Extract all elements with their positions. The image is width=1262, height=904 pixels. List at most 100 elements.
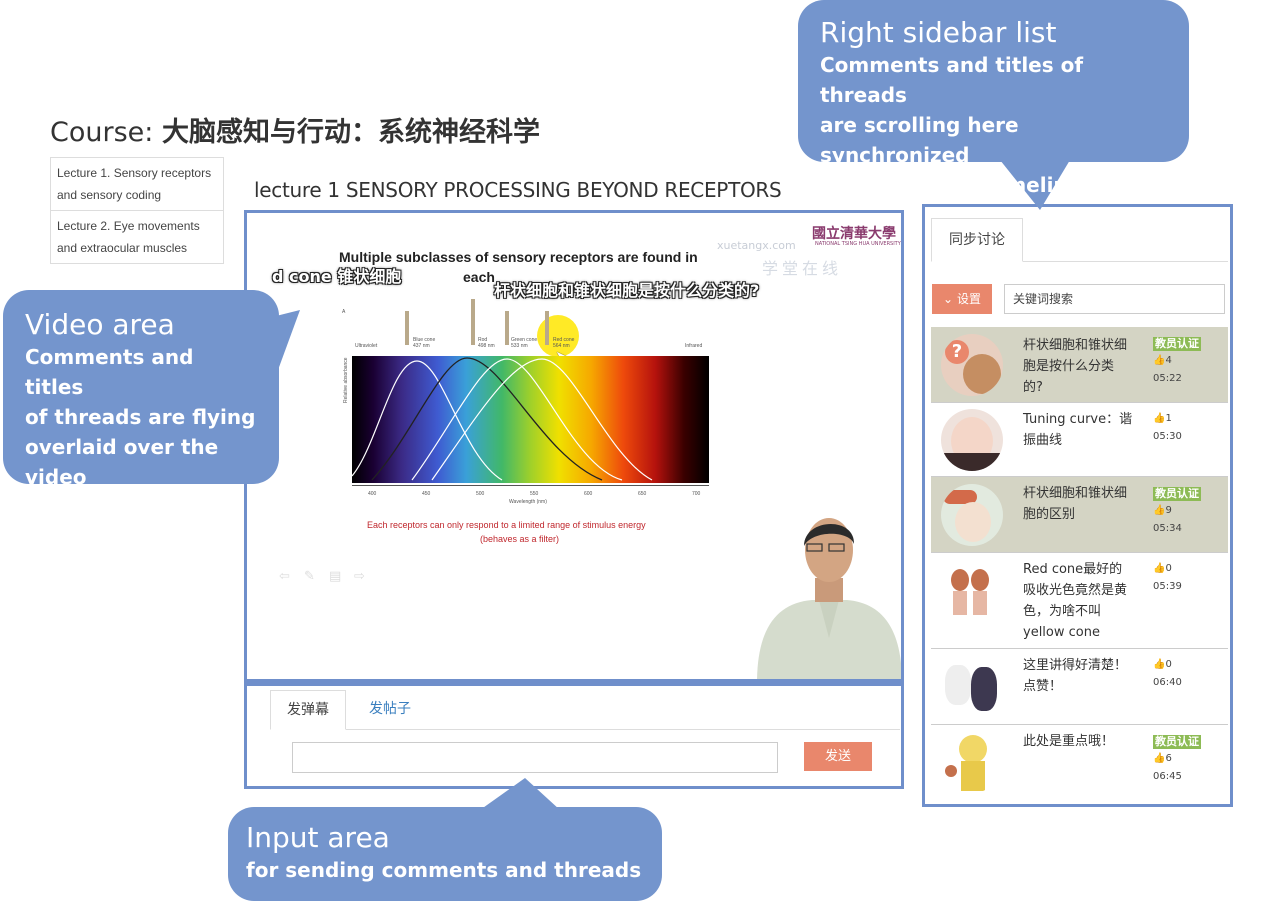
presenter-image	[757, 518, 901, 679]
callout-title: Right sidebar list	[820, 16, 1057, 49]
lecture-list: Lecture 1. Sensory receptors and sensory…	[50, 157, 224, 264]
callout-title: Video area	[25, 308, 175, 341]
watermark-url: xuetangx.com	[717, 239, 796, 252]
thread-title: 此处是重点哦！	[1023, 734, 1115, 749]
avatar	[941, 409, 1003, 471]
blue-cone-icon	[405, 311, 409, 345]
input-area: 发弹幕 发帖子 发送	[244, 682, 904, 789]
thumb-up-icon: 👍	[1153, 355, 1166, 366]
filter-caption: Each receptors can only respond to a lim…	[367, 520, 646, 530]
spectrum-chart	[352, 356, 709, 483]
lecture-item-1[interactable]: Lecture 1. Sensory receptors and sensory…	[51, 158, 223, 211]
thumb-up-icon: 👍	[1153, 413, 1166, 424]
receptor-red-cone: Red cone 564 nm	[553, 337, 575, 349]
green-cone-curve	[411, 358, 623, 481]
prev-icon[interactable]: ⇦	[279, 569, 290, 584]
slide-title-line2: each	[463, 269, 495, 285]
lecture-heading: lecture 1 SENSORY PROCESSING BEYOND RECE…	[254, 178, 782, 202]
thread-title: 杆状细胞和锥状细胞的区别	[1023, 486, 1128, 522]
tab-divider	[270, 729, 900, 730]
like-count: 👍9	[1153, 505, 1172, 516]
like-count: 👍4	[1153, 355, 1172, 366]
thread-title: Tuning curve：谐振曲线	[1023, 412, 1133, 448]
receptor-blue-cone: Blue cone 437 nm	[413, 337, 436, 349]
course-name: 大脑感知与行动：系统神经科学	[161, 117, 540, 148]
thread-time: 05:39	[1153, 581, 1182, 592]
callout-line: with the video timeline	[820, 173, 1082, 197]
like-count: 👍0	[1153, 659, 1172, 670]
thread-time: 06:40	[1153, 677, 1182, 688]
chevron-down-icon: ⌄	[943, 292, 954, 306]
red-cone-curve	[431, 358, 653, 481]
x-tick-400: 400	[368, 491, 377, 497]
callout-line: for sending comments and threads	[246, 858, 642, 882]
thread-time: 05:22	[1153, 373, 1182, 384]
thread-time: 05:30	[1153, 431, 1182, 442]
tab-post[interactable]: 发帖子	[369, 701, 411, 717]
x-tick-650: 650	[638, 491, 647, 497]
callout-line: of threads are flying	[25, 405, 256, 429]
thumb-up-icon: 👍	[1153, 505, 1166, 516]
green-cone-icon	[505, 311, 509, 345]
callout-title: Input area	[246, 821, 390, 854]
thread-item[interactable]: ? 杆状细胞和锥状细胞是按什么分类的? 教员认证 👍4 05:22	[931, 327, 1228, 403]
teacher-badge: 教员认证	[1153, 487, 1201, 501]
settings-button[interactable]: ⌄ 设置	[932, 284, 992, 314]
panel-label: A	[342, 309, 346, 315]
comment-input[interactable]	[292, 742, 778, 773]
thread-title: 杆状细胞和锥状细胞是按什么分类的?	[1023, 338, 1128, 395]
question-icon: ?	[945, 340, 969, 364]
callout-line: Comments and titles	[25, 345, 194, 399]
keyword-search-input[interactable]: 关键词搜索	[1004, 284, 1225, 314]
danmu-comment: d cone 锥状细胞	[272, 267, 402, 286]
x-axis-line	[352, 485, 709, 486]
course-prefix: Course:	[50, 117, 162, 148]
thumb-up-icon: 👍	[1153, 659, 1166, 670]
thread-title: 这里讲得好清楚！点赞！	[1023, 658, 1128, 694]
x-tick-600: 600	[584, 491, 593, 497]
thread-item[interactable]: 此处是重点哦！ 教员认证 👍6 06:45	[931, 725, 1228, 801]
x-tick-700: 700	[692, 491, 701, 497]
settings-label: 设置	[956, 292, 981, 306]
receptor-green-cone: Green cone 533 nm	[511, 337, 538, 349]
sidebar: 同步讨论 ⌄ 设置 关键词搜索 ? 杆状细胞和锥状细胞是按什么分类的? 教员认证…	[922, 204, 1233, 807]
thread-item[interactable]: 这里讲得好清楚！点赞！ 👍0 06:40	[931, 649, 1228, 725]
watermark-cn: 学堂在线	[762, 259, 843, 278]
filter-caption-2: (behaves as a filter)	[480, 534, 560, 544]
absorbance-curves	[352, 357, 653, 481]
avatar	[941, 563, 1003, 625]
thread-item[interactable]: Red cone最好的吸收光色竟然是黄色，为啥不叫yellow cone 👍0 …	[931, 553, 1228, 649]
tab-danmu[interactable]: 发弹幕	[270, 690, 346, 730]
menu-icon[interactable]: ▤	[329, 569, 342, 584]
thread-item[interactable]: 杆状细胞和锥状细胞的区别 教员认证 👍9 05:34	[931, 477, 1228, 553]
teacher-badge: 教员认证	[1153, 735, 1201, 749]
university-logo-en: NATIONAL TSING HUA UNIVERSITY	[815, 241, 901, 247]
pointer-right	[1000, 160, 1070, 210]
callout-video-area: Video area Comments and titles of thread…	[3, 290, 279, 489]
like-count: 👍1	[1153, 413, 1172, 424]
x-axis-label: Wavelength (nm)	[509, 499, 547, 505]
x-tick-450: 450	[422, 491, 431, 497]
tab-sync-discussion[interactable]: 同步讨论	[931, 218, 1023, 262]
ultraviolet-label: Ultraviolet	[355, 343, 378, 349]
like-count: 👍0	[1153, 563, 1172, 574]
callout-line: Comments and titles of threads	[820, 53, 1084, 107]
next-icon[interactable]: ⇨	[354, 569, 365, 584]
pen-icon[interactable]: ✎	[304, 569, 315, 584]
lecture-item-2[interactable]: Lecture 2. Eye movements and extraocular…	[57, 219, 200, 255]
blue-cone-curve	[352, 360, 503, 481]
university-logo: 國立清華大學	[812, 226, 896, 242]
thumb-up-icon: 👍	[1153, 753, 1166, 764]
pointer-input	[480, 778, 560, 810]
callout-right-sidebar: Right sidebar list Comments and titles o…	[798, 0, 1189, 197]
avatar: ?	[941, 334, 1003, 396]
avatar	[941, 655, 1003, 717]
cursor-highlight-icon	[537, 315, 579, 357]
send-button[interactable]: 发送	[804, 742, 872, 771]
thumb-up-icon: 👍	[1153, 563, 1166, 574]
thread-item[interactable]: Tuning curve：谐振曲线 👍1 05:30	[931, 403, 1228, 477]
callout-input-area: Input area for sending comments and thre…	[228, 807, 662, 901]
thread-title: Red cone最好的吸收光色竟然是黄色，为啥不叫yellow cone	[1023, 562, 1128, 640]
danmu-comment: 杆状细胞和锥状细胞是按什么分类的?	[494, 281, 760, 300]
callout-line: overlaid over the	[25, 435, 219, 459]
